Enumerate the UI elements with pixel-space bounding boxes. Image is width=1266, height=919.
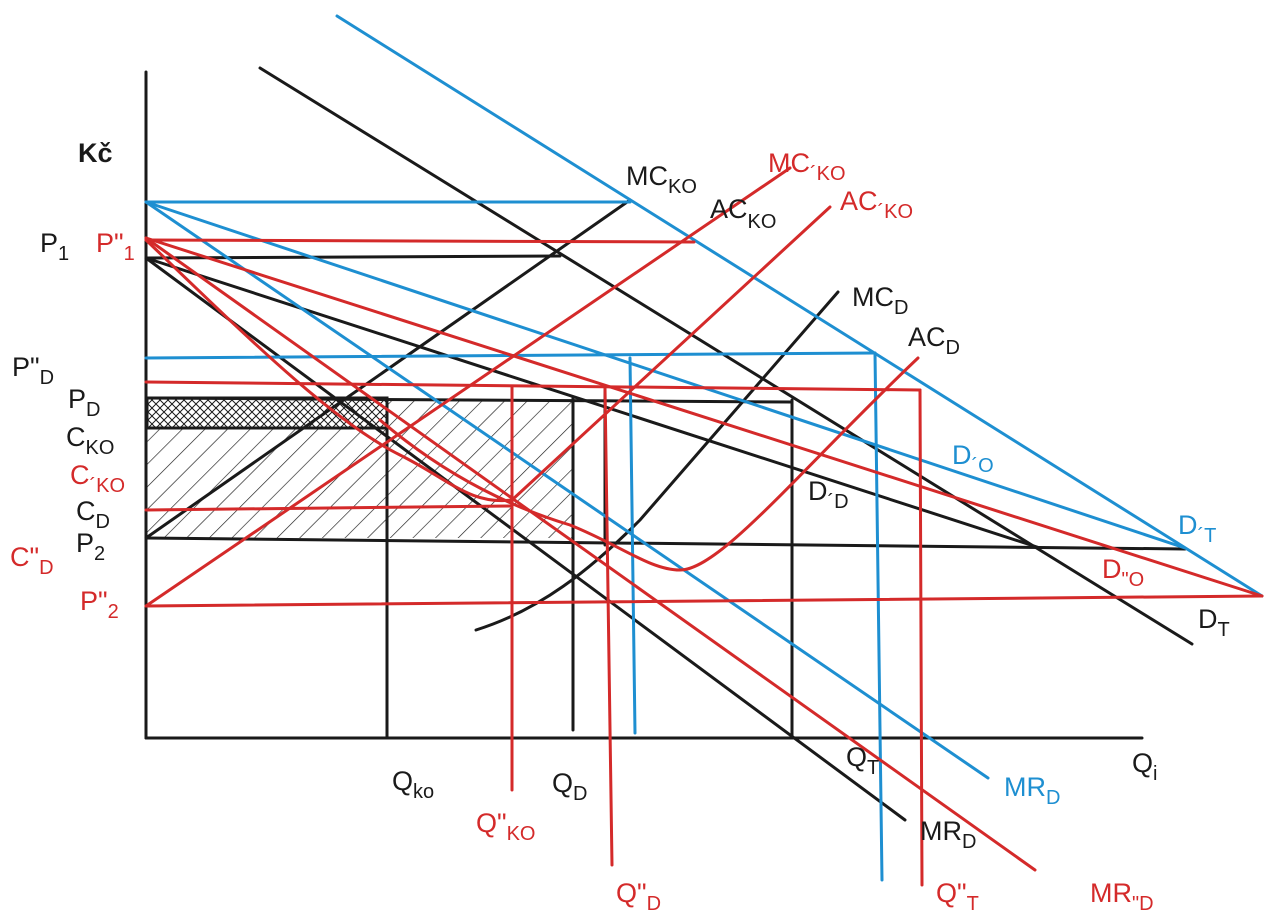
label-cd: CD: [76, 496, 110, 533]
label-pd-dprime: P"D: [12, 352, 54, 389]
price-line-pd-red: [144, 380, 922, 392]
label-mr-d-dprime: MR"D: [1090, 878, 1154, 915]
label-mr-d-black: MRD: [920, 816, 976, 853]
label-qt: QT: [846, 742, 879, 779]
label-pd: PD: [68, 384, 100, 421]
x-axis-label: Qi: [1132, 748, 1157, 785]
label-qko: Qko: [392, 766, 434, 803]
label-p1-dprime: P"1: [96, 228, 135, 265]
demand-line-dd-prime: [144, 256, 1042, 550]
label-cko-prime: C´KO: [70, 460, 125, 497]
average-cost-curve-ac-ko: [144, 238, 514, 503]
label-p1: P1: [40, 228, 69, 265]
average-cost-curve-ac-d: [378, 356, 920, 572]
label-cd-dprime: C"D: [10, 542, 54, 579]
label-mc-d: MCD: [852, 282, 908, 319]
red-curves: [144, 166, 1264, 887]
label-p2-dprime: P"2: [80, 586, 119, 623]
label-d-d-prime: D´D: [808, 476, 849, 513]
price-line-p1-red: [144, 238, 696, 244]
label-ac-ko-prime: AC´KO: [840, 186, 913, 223]
label-ac-d: ACD: [908, 322, 960, 359]
label-d-o-prime: D´O: [952, 440, 994, 477]
label-mc-ko-prime: MC´KO: [768, 148, 846, 185]
label-p2: P2: [76, 528, 105, 565]
profit-areas: [145, 396, 573, 538]
label-ac-ko: ACKO: [710, 194, 776, 233]
label-mr-d-blue: MRD: [1004, 772, 1060, 809]
marginal-cost-curve-mc-d: [474, 290, 840, 632]
hatched-area-ko: [147, 428, 387, 538]
demand-line-do-dprime: [144, 236, 1264, 598]
label-d-t-prime: D´T: [1178, 510, 1216, 547]
vline-blue-right: [873, 351, 884, 882]
label-cko: CKO: [66, 422, 114, 459]
price-line-p2-red: [144, 594, 1264, 608]
marginal-revenue-line-mr-d-dprime: [144, 236, 1037, 872]
label-qko-dprime: Q"KO: [476, 808, 536, 845]
price-line-pd: [144, 396, 794, 404]
vline-qt-dprime: [918, 388, 924, 887]
vline-blue-left: [628, 356, 637, 735]
average-cost-line-ac-ko-prime: [510, 205, 832, 502]
label-d-t: DT: [1198, 604, 1230, 641]
marginal-revenue-line-mr-d-blue: [144, 200, 990, 780]
label-d-o-dprime: D"O: [1102, 554, 1144, 591]
axes: [144, 70, 1144, 740]
label-qt-dprime: Q"T: [936, 878, 979, 915]
cost-line-cko-prime: [144, 504, 514, 512]
price-line-p2: [144, 536, 1187, 551]
demand-line-dt-prime: [335, 14, 1264, 598]
marginal-revenue-line-mr-d: [144, 256, 907, 822]
y-axis-label: Kč: [78, 138, 113, 168]
label-qd: QD: [552, 768, 587, 805]
label-qd-dprime: Q"D: [616, 878, 661, 915]
demand-line-do-prime: [144, 200, 1187, 550]
label-mc-ko: MCKO: [626, 161, 697, 198]
vline-qd-dprime: [603, 386, 614, 867]
blue-curves: [144, 14, 1264, 882]
price-line-p1: [144, 254, 562, 260]
